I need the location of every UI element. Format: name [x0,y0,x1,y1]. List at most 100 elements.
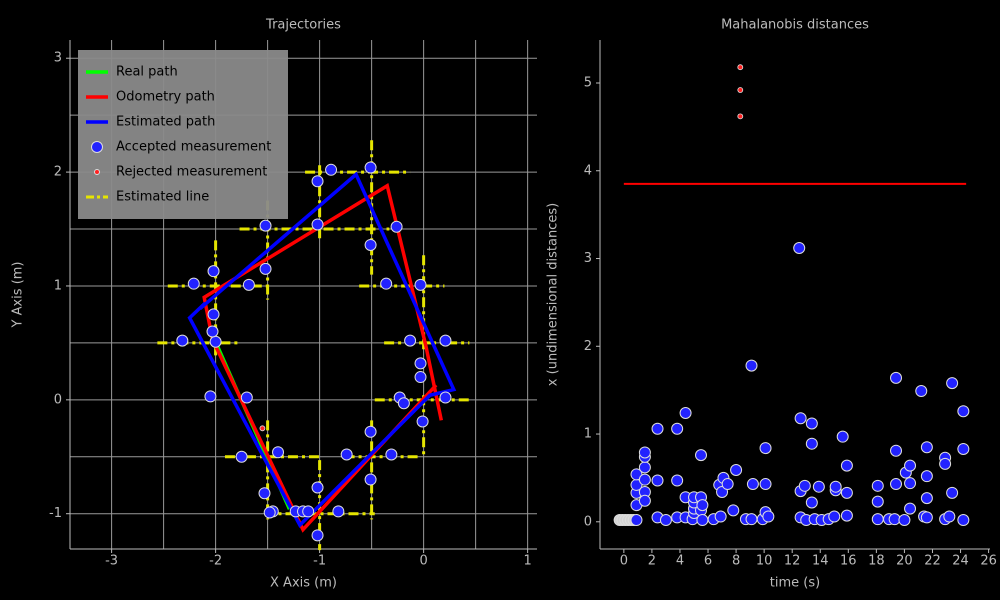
marker [207,308,220,321]
marker [638,494,651,507]
legend-label: Real path [116,65,178,80]
x-tick-label: 1 [523,554,531,569]
marker [904,459,917,472]
legend-swatch [94,169,100,175]
marker [207,265,220,278]
legend-label: Estimated path [116,115,215,130]
marker [671,422,684,435]
marker [630,468,643,481]
marker [871,513,884,526]
y-tick-label: 2 [54,165,62,180]
legend-label: Odometry path [116,90,215,105]
marker [206,325,219,338]
marker [311,175,324,188]
marker [871,479,884,492]
marker [871,495,884,508]
legend-label: Estimated line [116,190,209,205]
marker [794,412,807,425]
x-tick-label: 6 [704,554,712,569]
marker [805,437,818,450]
marker [957,442,970,455]
x-tick-label: 14 [812,554,829,569]
marker [737,87,744,93]
y-tick-label: 1 [54,278,62,293]
marker [671,474,684,487]
marker [915,385,928,398]
marker [630,514,643,527]
marker [721,478,734,491]
marker [209,335,222,348]
marker [439,334,452,347]
marker [302,505,315,518]
marker [840,459,853,472]
marker [311,529,324,542]
marker [242,278,255,291]
y-tick-label: 1 [584,427,592,442]
marker [737,113,744,120]
marker [946,486,959,499]
marker [759,478,772,491]
marker [258,487,271,500]
marker [939,457,952,470]
marker [259,219,272,232]
marker [946,377,959,390]
marker [714,510,727,523]
marker [340,448,353,461]
marker [943,510,956,523]
marker [805,417,818,430]
marker [263,506,276,519]
marker [746,478,759,491]
marker [311,218,324,231]
marker [812,480,825,493]
marker [272,446,285,459]
x-tick-label: 24 [952,554,969,569]
x-tick-label: 0 [419,554,427,569]
marker [651,422,664,435]
y-tick-label: -1 [49,506,62,521]
marker [737,64,744,71]
marker [259,262,272,275]
marker [828,510,841,523]
marker [745,513,758,526]
marker [187,277,200,290]
marker [805,496,818,509]
legend-box [78,50,288,219]
path-line [187,171,457,528]
marker [638,473,651,486]
x-tick-label: 22 [924,554,941,569]
marker [920,511,933,524]
marker [957,405,970,418]
x-tick-label: -1 [313,554,326,569]
marker [920,492,933,505]
marker [311,481,324,494]
marker [836,430,849,443]
marker [380,277,393,290]
marker [439,391,452,404]
x-tick-label: 0 [620,554,628,569]
marker [840,486,853,499]
marker [904,477,917,490]
marker [414,357,427,370]
chart-title: Mahalanobis distances [721,18,869,33]
marker [240,391,253,404]
y-tick-label: 3 [584,251,592,266]
marker [696,514,709,527]
x-axis-label: X Axis (m) [270,576,337,591]
legend-label: Rejected measurement [116,165,267,180]
x-tick-label: 2 [648,554,656,569]
marker [904,502,917,515]
marker [762,510,775,523]
y-tick-label: 0 [584,514,592,529]
chart-title: Trajectories [265,18,341,33]
y-tick-label: 5 [584,76,592,91]
marker [325,163,338,176]
marker [730,464,743,477]
marker [364,425,377,438]
x-tick-label: -3 [105,554,118,569]
marker [679,406,692,419]
x-tick-label: 4 [676,554,684,569]
path-line [202,183,444,533]
marker [390,220,403,233]
